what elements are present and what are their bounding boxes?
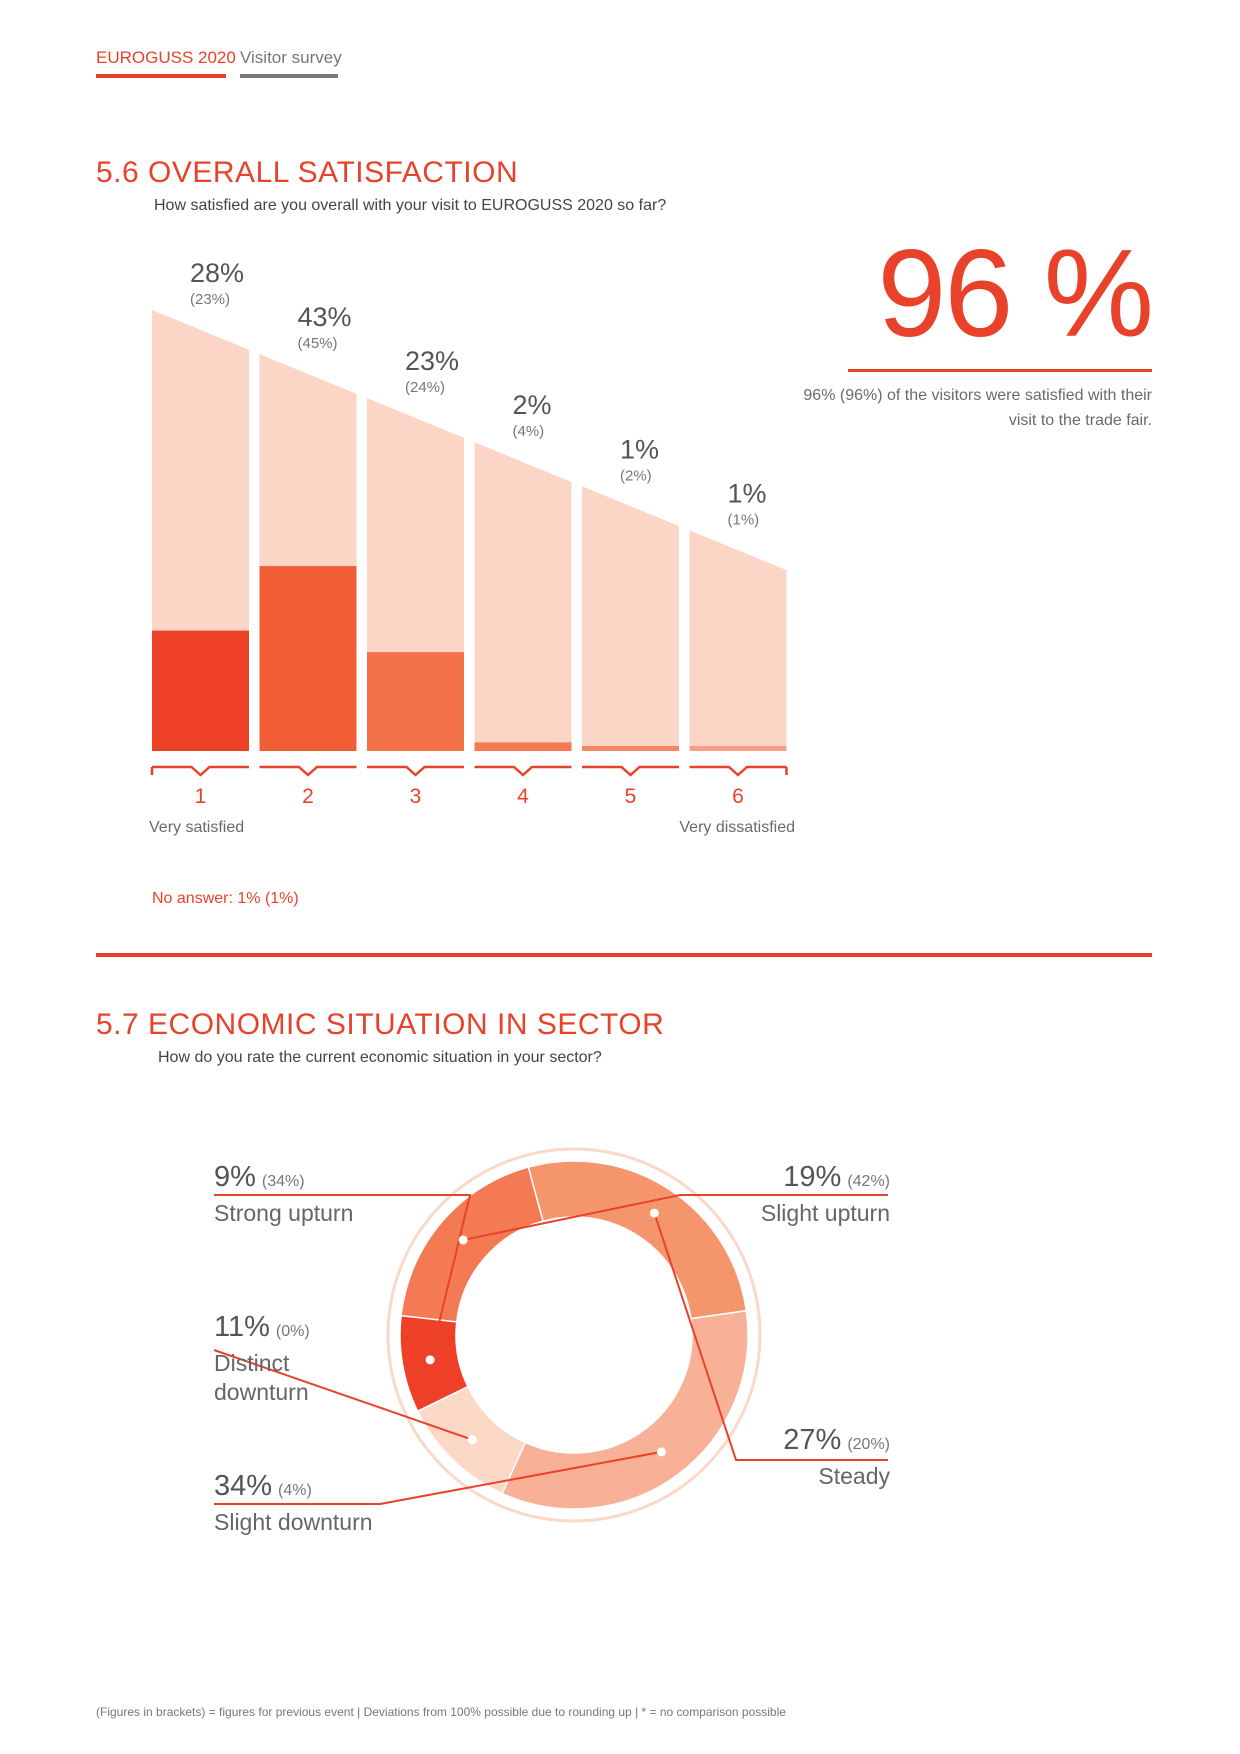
bar [689, 746, 787, 751]
label-dot [656, 1447, 666, 1457]
section1-subtitle: How satisfied are you overall with your … [154, 197, 667, 214]
donut-label-slight-upturn: 19% (42%) Slight upturn [730, 1159, 890, 1228]
leader-line [214, 1194, 472, 1361]
bar-background [474, 442, 572, 751]
economic-donut-chart [213, 1147, 888, 1523]
bar [259, 566, 357, 751]
axis-notch [152, 765, 249, 777]
axis-notch [582, 765, 679, 777]
donut-label-strong-upturn: 9% (34%) Strong upturn [214, 1159, 353, 1228]
bar-value-label: 43% [298, 302, 352, 332]
bar [582, 746, 679, 751]
donut-slice [527, 1160, 748, 1320]
bar-previous-label: (2%) [620, 467, 652, 484]
bar-value-label: 28% [190, 258, 244, 288]
donut-value: 27% [783, 1424, 842, 1456]
donut-slice [400, 1166, 544, 1323]
footnote: (Figures in brackets) = figures for prev… [96, 1705, 786, 1719]
axis-notch [689, 765, 787, 777]
satisfaction-highlight: 96 % [877, 225, 1154, 363]
section2-title: 5.7 ECONOMIC SITUATION IN SECTOR [96, 1008, 665, 1041]
bar-value-label: 1% [620, 434, 659, 464]
donut-prev-value: (4%) [278, 1482, 312, 1499]
donut-value: 34% [214, 1470, 273, 1502]
breadcrumb-section: Visitor survey [240, 48, 342, 67]
bar-previous-label: (1%) [728, 511, 760, 528]
donut-value: 19% [783, 1161, 842, 1193]
axis-notch [367, 765, 464, 777]
bar-previous-label: (4%) [513, 423, 545, 440]
donut-value: 9% [214, 1161, 256, 1193]
bar-value-label: 1% [728, 478, 767, 508]
leader-line [462, 1194, 888, 1241]
axis-left-label: Very satisfied [149, 819, 244, 836]
no-answer-note: No answer: 1% (1%) [152, 890, 299, 907]
donut-label-steady: 27% (20%) Steady [730, 1422, 890, 1491]
label-dot [425, 1355, 435, 1365]
donut-category: Steady [818, 1463, 890, 1490]
section-divider [96, 953, 1152, 957]
label-dot [467, 1435, 477, 1445]
section1-title: 5.6 OVERALL SATISFACTION [96, 156, 519, 189]
donut-category: Slight downturn [214, 1509, 373, 1536]
axis-notch [259, 765, 357, 777]
bar-background [689, 530, 787, 751]
donut-prev-value: (20%) [847, 1436, 890, 1453]
bar-previous-label: (24%) [405, 379, 445, 396]
satisfaction-bar-chart: 28% (23%) 1 43% (45%) 2 23% (24%) 3 2% (4%) 4 1% (2%)… [149, 258, 795, 836]
donut-prev-value: (42%) [847, 1173, 890, 1190]
donut-label-distinct-downturn: 11% (0%) Distinct downturn [214, 1309, 334, 1407]
x-tick-label: 2 [302, 785, 314, 808]
donut-category: Slight upturn [760, 1200, 890, 1227]
leader-line [213, 1349, 473, 1441]
donut-value: 11% [214, 1311, 270, 1343]
label-dot [458, 1235, 468, 1245]
bar-value-label: 2% [513, 390, 552, 420]
donut-label-slight-downturn: 34% (4%) Slight downturn [214, 1468, 373, 1537]
section2-subtitle: How do you rate the current economic sit… [158, 1049, 602, 1066]
highlight-note: 96% (96%) of the visitors were satisfied… [803, 387, 1152, 429]
breadcrumb-brand: EUROGUSS 2020 [96, 48, 236, 67]
axis-right-label: Very dissatisfied [679, 819, 795, 836]
donut-category: Strong upturn [214, 1200, 354, 1227]
x-tick-label: 4 [517, 785, 529, 808]
bar-previous-label: (45%) [298, 335, 338, 352]
leader-line [214, 1450, 662, 1505]
bar-background [582, 486, 679, 751]
bar [152, 630, 249, 751]
donut-category: Distinct downturn [214, 1350, 309, 1405]
label-dot [649, 1208, 659, 1218]
x-tick-label: 6 [732, 785, 744, 808]
bar [367, 652, 464, 751]
donut-prev-value: (0%) [275, 1323, 310, 1340]
x-tick-label: 3 [410, 785, 422, 808]
bar-previous-label: (23%) [190, 291, 230, 308]
x-tick-label: 5 [625, 785, 637, 808]
x-tick-label: 1 [195, 785, 207, 808]
donut-slice [501, 1309, 749, 1510]
bar [474, 742, 572, 751]
donut-prev-value: (34%) [261, 1173, 305, 1190]
axis-notch [474, 765, 572, 777]
breadcrumb-brand-underline [96, 74, 226, 78]
breadcrumb-section-underline [240, 74, 338, 78]
highlight-rule [848, 369, 1152, 372]
bar-value-label: 23% [405, 346, 459, 376]
donut-outer-ring [386, 1147, 762, 1523]
leader-line [653, 1212, 888, 1461]
